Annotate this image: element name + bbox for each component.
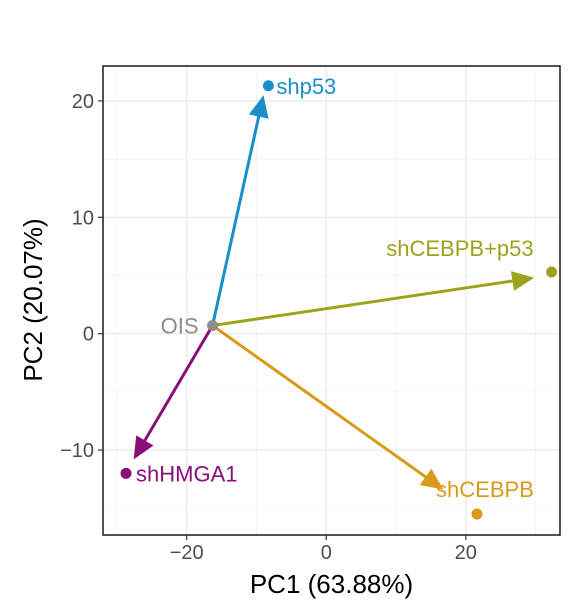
arrow-head: [419, 468, 444, 490]
point-labels: OIS shp53 shCEBPB+p53 shHMGA1 shCEBPB: [136, 74, 534, 502]
y-tick-label: 10: [72, 207, 94, 229]
arrow-shp53: [211, 95, 269, 326]
major-gridlines: [103, 66, 560, 535]
point-label-shCEBPB+p53: shCEBPB+p53: [386, 236, 533, 261]
x-axis: −20 0 20: [170, 535, 477, 564]
y-tick-label: −10: [60, 440, 94, 462]
point-shp53: [262, 80, 274, 92]
arrow-shaft: [211, 114, 261, 326]
arrow-shaft: [212, 279, 515, 328]
x-axis-title: PC1 (63.88%): [250, 569, 413, 599]
arrow-head: [248, 95, 269, 119]
minor-gridlines: [103, 66, 560, 535]
arrow-head: [510, 271, 535, 291]
point-shCEBPB+p53: [546, 266, 558, 278]
data-points: [120, 80, 558, 520]
y-tick-label: 0: [83, 324, 94, 346]
arrow-shHMGA1: [133, 324, 214, 460]
plot-border: [102, 65, 561, 536]
y-axis: −10 0 10 20: [60, 91, 103, 462]
arrow-shaft: [211, 324, 429, 480]
arrow-shCEBPB: [211, 324, 444, 490]
y-tick-label: 20: [72, 91, 94, 113]
point-OIS: [207, 320, 219, 332]
x-tick-label: 0: [321, 542, 332, 564]
arrow-shCEBPB+p53: [212, 271, 535, 328]
point-shHMGA1: [120, 467, 132, 479]
plot-background: [103, 66, 560, 535]
arrow-shaft: [142, 324, 214, 443]
point-label-shp53: shp53: [276, 74, 336, 99]
arrow-head: [133, 435, 154, 460]
point-label-OIS: OIS: [161, 314, 199, 339]
point-shCEBPB: [471, 508, 483, 520]
x-tick-label: −20: [170, 542, 204, 564]
x-tick-label: 20: [455, 542, 477, 564]
y-axis-title: PC2 (20.07%): [18, 218, 48, 381]
arrows: [133, 95, 535, 490]
point-label-shCEBPB: shCEBPB: [436, 477, 534, 502]
point-label-shHMGA1: shHMGA1: [136, 461, 237, 486]
